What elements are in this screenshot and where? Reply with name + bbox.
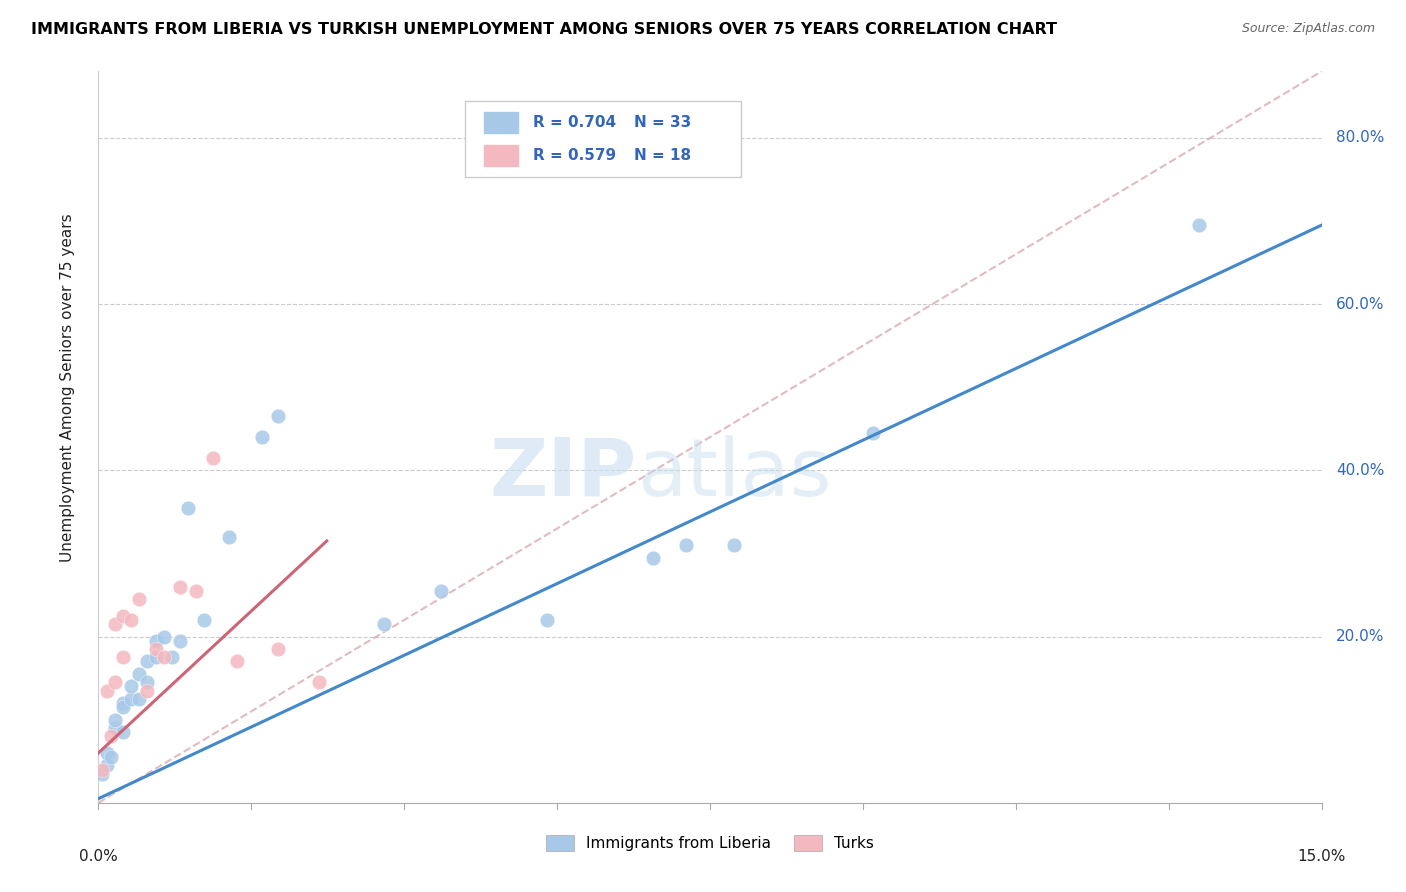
Text: atlas: atlas	[637, 434, 831, 513]
Point	[160, 650, 183, 665]
Point	[169, 580, 191, 594]
Point	[104, 713, 127, 727]
Text: 80.0%: 80.0%	[1336, 130, 1385, 145]
Point	[91, 766, 114, 780]
Point	[96, 746, 118, 760]
Text: ZIP: ZIP	[489, 434, 637, 513]
Point	[128, 667, 150, 681]
Point	[111, 700, 134, 714]
Point	[723, 538, 745, 552]
Point	[100, 729, 122, 743]
Point	[145, 642, 167, 657]
Text: 20.0%: 20.0%	[1336, 629, 1385, 644]
Point	[373, 617, 395, 632]
Point	[675, 538, 697, 552]
Point	[226, 655, 249, 669]
Point	[136, 675, 159, 690]
Text: Unemployment Among Seniors over 75 years: Unemployment Among Seniors over 75 years	[60, 213, 76, 562]
Text: IMMIGRANTS FROM LIBERIA VS TURKISH UNEMPLOYMENT AMONG SENIORS OVER 75 YEARS CORR: IMMIGRANTS FROM LIBERIA VS TURKISH UNEMP…	[31, 22, 1057, 37]
Point	[145, 633, 167, 648]
Text: 0.0%: 0.0%	[79, 848, 118, 863]
Point	[111, 696, 134, 710]
Point	[104, 721, 127, 735]
Point	[111, 650, 134, 665]
Point	[186, 583, 208, 598]
Point	[193, 613, 215, 627]
Point	[128, 692, 150, 706]
Text: Source: ZipAtlas.com: Source: ZipAtlas.com	[1241, 22, 1375, 36]
Point	[169, 633, 191, 648]
Point	[128, 592, 150, 607]
Point	[430, 583, 453, 598]
Text: 15.0%: 15.0%	[1298, 848, 1346, 863]
Point	[136, 655, 159, 669]
Point	[218, 530, 240, 544]
Point	[641, 550, 664, 565]
Point	[96, 683, 118, 698]
Point	[536, 613, 558, 627]
Text: N = 33: N = 33	[634, 115, 692, 130]
Text: 60.0%: 60.0%	[1336, 297, 1385, 311]
Bar	[484, 145, 517, 166]
Text: R = 0.579: R = 0.579	[533, 148, 616, 163]
Point	[111, 608, 134, 623]
Point	[136, 683, 159, 698]
Point	[177, 500, 200, 515]
Point	[96, 758, 118, 772]
Text: 40.0%: 40.0%	[1336, 463, 1385, 478]
Point	[120, 613, 142, 627]
Point	[308, 675, 330, 690]
Point	[152, 650, 174, 665]
Text: R = 0.704: R = 0.704	[533, 115, 616, 130]
Point	[267, 409, 290, 424]
Point	[120, 680, 142, 694]
Point	[201, 450, 224, 465]
Bar	[484, 112, 517, 133]
Point	[111, 725, 134, 739]
Legend: Immigrants from Liberia, Turks: Immigrants from Liberia, Turks	[540, 830, 880, 857]
Point	[862, 425, 884, 440]
Point	[104, 675, 127, 690]
Point	[1188, 218, 1211, 232]
Point	[250, 430, 273, 444]
Point	[152, 630, 174, 644]
Point	[145, 650, 167, 665]
Point	[104, 617, 127, 632]
Point	[100, 750, 122, 764]
Point	[120, 692, 142, 706]
Text: N = 18: N = 18	[634, 148, 692, 163]
Point	[91, 763, 114, 777]
FancyBboxPatch shape	[465, 101, 741, 178]
Point	[267, 642, 290, 657]
